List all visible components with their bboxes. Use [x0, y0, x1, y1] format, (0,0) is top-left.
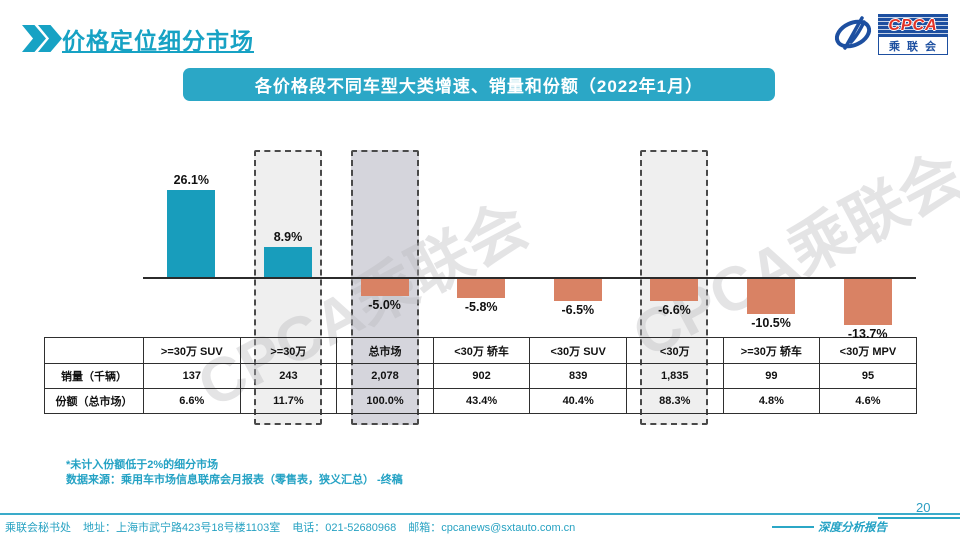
table-column-header: >=30万 轿车 — [722, 337, 821, 364]
bar-<30万 轿车 — [457, 279, 506, 298]
bar-value-label: -6.5% — [561, 303, 595, 317]
bar-value-label: -13.7% — [847, 327, 888, 341]
table-column-header: <30万 SUV — [529, 337, 627, 364]
cpca-chinese-name: 乘联会 — [878, 36, 948, 55]
bar-value-label: -5.8% — [464, 300, 498, 314]
table-cell: 137 — [143, 363, 241, 389]
table-row: 销量（千辆） 137 243 2,078 902 839 1,835 99 95 — [44, 363, 917, 389]
table-row-header: 份额（总市场） — [44, 388, 144, 414]
chart-title-banner: 各价格段不同车型大类增速、销量和份额（2022年1月） — [183, 68, 775, 101]
footer-secretariat: 乘联会秘书处 — [5, 522, 71, 534]
bar-<30万 — [650, 279, 699, 301]
table-cell: 11.7% — [239, 388, 338, 414]
table-cell: 43.4% — [432, 388, 531, 414]
page-title: 价格定位细分市场 — [62, 28, 254, 54]
table-column-header: 总市场 — [336, 337, 434, 364]
table-cell: 40.4% — [529, 388, 627, 414]
table-cell: 4.6% — [819, 388, 917, 414]
bar-value-label: -10.5% — [751, 316, 791, 330]
table-cell: 88.3% — [625, 388, 724, 414]
table-cell: 99 — [722, 363, 821, 389]
table-column-header: >=30万 SUV — [143, 337, 241, 364]
page-number: 20 — [916, 500, 931, 515]
cpca-emblem-icon — [834, 16, 872, 50]
table-cell: 4.8% — [722, 388, 821, 414]
footer-contact: 乘联会秘书处 地址：上海市武宁路423号18号楼1103室 电话：021-526… — [5, 519, 575, 535]
footer-divider — [0, 513, 960, 515]
bar->=30万 — [263, 247, 312, 277]
table-corner-cell — [44, 337, 144, 364]
page-number-rule — [878, 517, 960, 519]
report-type-rule — [772, 526, 814, 528]
footnote-line: *未计入份额低于2%的细分市场 — [66, 459, 219, 471]
footer-address: 地址：上海市武宁路423号18号楼1103室 — [83, 522, 281, 534]
table-column-header: <30万 轿车 — [432, 337, 531, 364]
bar-value-label: -6.6% — [658, 303, 691, 317]
report-type-label: 深度分析报告 — [818, 522, 887, 534]
bar-value-label: 26.1% — [173, 173, 210, 187]
cpca-wordmark: CPCA — [878, 13, 948, 37]
footnote-line: 数据来源：乘用车市场信息联席会月报表（零售表，狭义汇总） -终稿 — [66, 474, 403, 486]
cpca-flag: CPCA 乘联会 — [878, 13, 948, 55]
table-cell: 100.0% — [336, 388, 434, 414]
table-cell: 6.6% — [143, 388, 241, 414]
bar->=30万 SUV — [167, 190, 216, 277]
table-cell: 95 — [819, 363, 917, 389]
segment-data-table: >=30万 SUV >=30万 总市场 <30万 轿车 <30万 SUV <30万 >=30… — [44, 337, 917, 414]
table-cell: 839 — [529, 363, 627, 389]
bar-<30万 MPV — [843, 279, 892, 325]
bar-value-label: 8.9% — [273, 230, 303, 244]
table-cell: 243 — [239, 363, 338, 389]
bar-<30万 SUV — [553, 279, 602, 301]
table-row-header: 销量（千辆） — [44, 363, 144, 389]
table-column-header: >=30万 — [239, 337, 338, 364]
bar-value-label: -5.0% — [368, 298, 401, 312]
table-cell: 902 — [432, 363, 531, 389]
chart-zero-axis — [143, 277, 916, 279]
cpca-logo: CPCA 乘联会 — [831, 12, 948, 56]
bar->=30万 轿车 — [747, 279, 796, 314]
table-row: 份额（总市场） 6.6% 11.7% 100.0% 43.4% 40.4% 88.3% 4.8… — [44, 388, 917, 414]
footer-phone: 电话：021-52680968 — [292, 522, 397, 534]
table-column-header: <30万 — [625, 337, 724, 364]
footer-email: 邮箱：cpcanews@sxtauto.com.cn — [408, 522, 576, 534]
table-cell: 1,835 — [625, 363, 724, 389]
table-cell: 2,078 — [336, 363, 434, 389]
footnotes: *未计入份额低于2%的细分市场 数据来源：乘用车市场信息联席会月报表（零售表，狭… — [66, 458, 403, 488]
table-column-header: <30万 MPV — [819, 337, 917, 364]
bar-总市场 — [360, 279, 409, 296]
